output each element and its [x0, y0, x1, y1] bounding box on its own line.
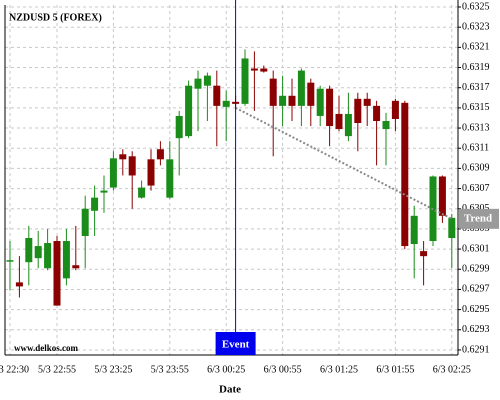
trend-line [235, 106, 453, 220]
y-tick-label: 0.6305 [462, 203, 490, 214]
candle-body [391, 100, 399, 119]
x-tick-label: 6/3 01:25 [320, 364, 358, 375]
x-tick-label: 5/3 22:30 [0, 364, 29, 375]
candle-body [354, 98, 362, 124]
candle-body [166, 159, 174, 198]
x-axis-title: Date [219, 384, 241, 396]
candle-body [410, 215, 418, 245]
candle-body [128, 156, 136, 176]
y-tick-label: 0.6323 [462, 21, 490, 32]
candle-body [194, 78, 202, 89]
x-tick-label: 6/3 00:25 [207, 364, 245, 375]
candle-body [44, 243, 52, 269]
y-tick-label: 0.6313 [462, 122, 490, 133]
y-tick-label: 0.6295 [462, 304, 490, 315]
x-tick-label: 6/3 01:55 [376, 364, 414, 375]
candle-body [344, 113, 352, 137]
watermark: www.delkos.com [14, 343, 79, 353]
candle-body [34, 246, 42, 259]
candle-body [448, 217, 456, 238]
candle-body [382, 120, 390, 130]
y-tick-label: 0.6309 [462, 163, 490, 174]
y-tick-label: 0.6315 [462, 102, 490, 113]
candle-body [288, 95, 296, 106]
event-label: Event [222, 339, 250, 351]
candle-body [175, 115, 183, 139]
y-tick-label: 0.6311 [462, 143, 489, 154]
y-tick-label: 0.6297 [462, 284, 490, 295]
candle-body [326, 88, 334, 127]
y-tick-label: 0.6317 [462, 82, 490, 93]
x-tick-label: 5/3 23:55 [151, 364, 189, 375]
candle-body [185, 85, 193, 137]
event-label-box [215, 332, 256, 355]
candle-body [109, 158, 117, 188]
candle-body [297, 70, 305, 106]
x-tick-label: 5/3 22:55 [38, 364, 76, 375]
candle-body [363, 98, 371, 106]
x-tick-label: 6/3 02:25 [433, 364, 471, 375]
y-tick-label: 0.6299 [462, 264, 490, 275]
overlay [235, 0, 453, 333]
y-tick-label: 0.6291 [462, 344, 490, 355]
y-tick-label: 0.6319 [462, 62, 490, 73]
candle-body [335, 113, 343, 130]
candle-body [62, 241, 70, 279]
candle-body [269, 78, 277, 106]
candle-body [156, 149, 164, 160]
chart-title: NZDUSD 5 (FOREX) [9, 12, 102, 23]
candle-body [373, 105, 381, 121]
candle-body [147, 159, 155, 186]
y-tick-label: 0.6321 [462, 42, 490, 53]
candle-body [91, 197, 99, 211]
y-tick-label: 0.6307 [462, 183, 490, 194]
candle-body [316, 88, 324, 116]
candle-body [307, 82, 315, 106]
candle-body [250, 68, 258, 71]
candle-body [279, 95, 287, 106]
candle-body [260, 68, 268, 72]
candle-body [81, 208, 89, 236]
trend-label: Trend [464, 212, 492, 224]
candles [6, 49, 456, 306]
candle-body [72, 265, 80, 269]
candle-body [222, 100, 230, 107]
x-tick-label: 6/3 00:55 [264, 364, 302, 375]
candle-body [138, 187, 146, 198]
candle-body [119, 154, 127, 160]
candle-body [53, 241, 61, 306]
y-tick-label: 0.6301 [462, 243, 490, 254]
trend-label-box [459, 208, 499, 229]
candle-body [420, 251, 428, 257]
y-tick-label: 0.6293 [462, 324, 490, 335]
candle-body [100, 190, 108, 193]
x-tick-label: 5/3 23:25 [94, 364, 132, 375]
candle-body [401, 102, 409, 247]
candle-body [15, 282, 23, 287]
candle-body [25, 237, 33, 263]
y-tick-label: 0.6325 [462, 1, 490, 12]
candle-body [438, 176, 446, 216]
candle-body [213, 85, 221, 106]
candle-body [241, 58, 249, 104]
candle-body [203, 75, 211, 86]
candle-body [6, 260, 14, 262]
